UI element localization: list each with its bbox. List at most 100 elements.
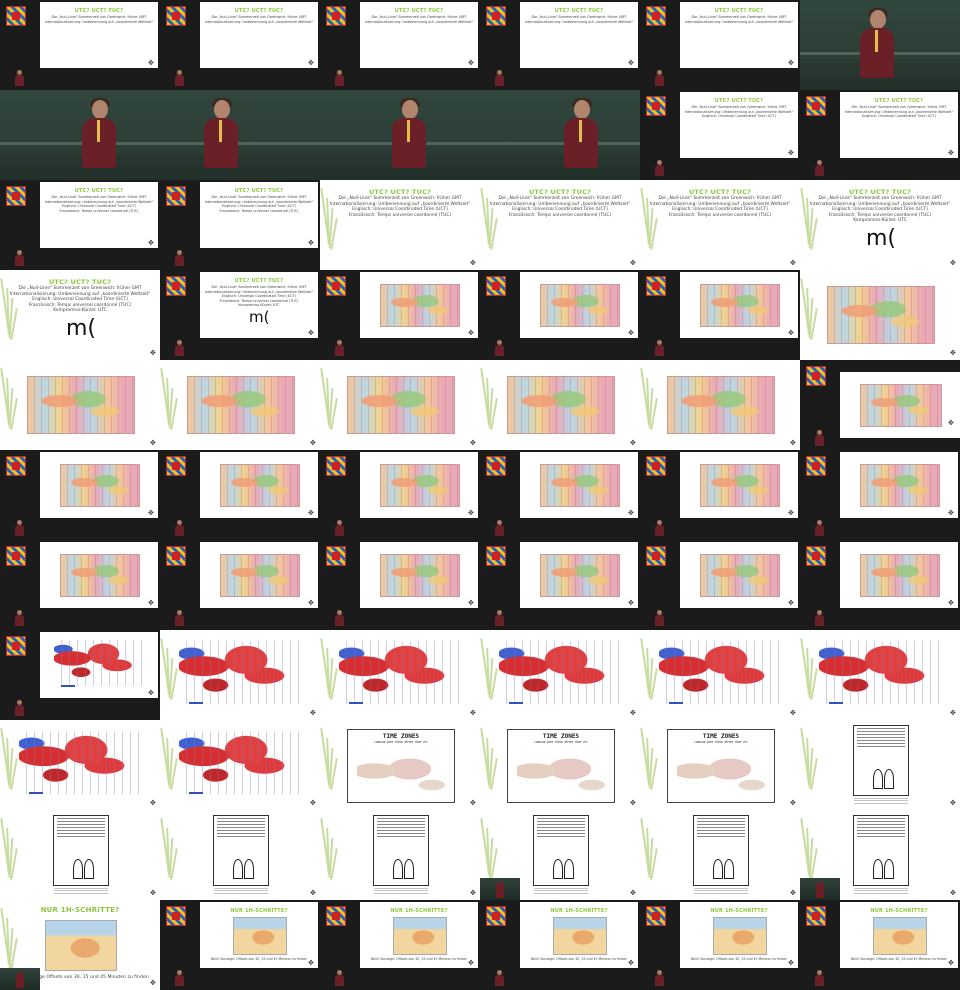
thumbnail-tile[interactable]: ✥ bbox=[480, 450, 640, 540]
thumbnail-tile[interactable]: NUR 1H-SCHRITTE? Nein! Sonstige: Offsets … bbox=[640, 900, 800, 990]
thumbnail-tile[interactable]: ✥ bbox=[640, 270, 800, 360]
university-logo bbox=[806, 906, 826, 926]
slide-area bbox=[0, 720, 160, 810]
thumbnail-tile[interactable]: UTC? UCT? TUC? Die „Null-Linie" Sommerzei… bbox=[160, 0, 320, 90]
slide-area bbox=[840, 372, 960, 438]
move-cursor-icon: ✥ bbox=[950, 889, 956, 897]
slide-area bbox=[480, 360, 640, 450]
move-cursor-icon: ✥ bbox=[470, 259, 476, 267]
thumbnail-tile[interactable]: UTC? UCT? TUC? Die „Null-Linie" Sommerzei… bbox=[160, 180, 320, 270]
move-cursor-icon: ✥ bbox=[310, 889, 316, 897]
thumbnail-tile[interactable]: ✥ bbox=[800, 720, 960, 810]
thumbnail-tile[interactable] bbox=[160, 90, 320, 180]
thumbnail-tile[interactable]: NUR 1H-SCHRITTE? Nein! Sonstige: Offsets … bbox=[320, 900, 480, 990]
thumbnail-tile[interactable]: UTC? UCT? TUC? Die „Null-Linie" Sommerzei… bbox=[640, 90, 800, 180]
thumbnail-tile[interactable]: ✥ bbox=[0, 540, 160, 630]
thumbnail-tile[interactable]: UTC? UCT? TUC? Die „Null-Linie" Sommerzei… bbox=[320, 0, 480, 90]
thumbnail-tile[interactable]: ✥ bbox=[640, 630, 800, 720]
thumbnail-tile[interactable]: ✥ bbox=[800, 810, 960, 900]
thumbnail-tile[interactable]: UTC? UCT? TUC? Die „Null-Linie" Sommerzei… bbox=[320, 180, 480, 270]
thumbnail-tile[interactable]: NUR 1H-SCHRITTE? Nein! Sonstige: Offsets … bbox=[160, 900, 320, 990]
thumbnail-tile[interactable]: ✥ bbox=[320, 450, 480, 540]
thumbnail-tile[interactable]: NUR 1H-SCHRITTE? Nein! Sonstige Offsets v… bbox=[0, 900, 160, 990]
thumbnail-tile[interactable]: UTC? UCT? TUC? Die „Null-Linie" Sommerzei… bbox=[480, 180, 640, 270]
thumbnail-tile[interactable]: ✥ bbox=[800, 630, 960, 720]
thumbnail-tile[interactable]: ✥ bbox=[0, 630, 160, 720]
thumbnail-tile[interactable]: ✥ bbox=[640, 450, 800, 540]
thumbnail-tile[interactable]: UTC? UCT? TUC? Die „Null-Linie" Sommerzei… bbox=[640, 180, 800, 270]
thumbnail-tile[interactable] bbox=[320, 90, 480, 180]
offset-heatmap bbox=[659, 640, 781, 704]
presenter-small bbox=[654, 970, 664, 986]
xkcd-title: TIME ZONES bbox=[382, 733, 420, 740]
thumbnail-tile[interactable] bbox=[480, 90, 640, 180]
move-cursor-icon: ✥ bbox=[630, 799, 636, 807]
thumbnail-tile[interactable]: ✥ bbox=[320, 540, 480, 630]
slide-title: NUR 1H-SCHRITTE? bbox=[710, 908, 768, 914]
offset-map-detail bbox=[873, 916, 927, 955]
thumbnail-tile[interactable] bbox=[0, 90, 160, 180]
thumbnail-tile[interactable]: ✥ bbox=[320, 810, 480, 900]
offset-heatmap bbox=[499, 640, 621, 704]
thumbnail-tile[interactable]: UTC? UCT? TUC? Die „Null-Linie" Sommerzei… bbox=[800, 180, 960, 270]
slide-bullet: Die „Null-Linie" Sommerzeit von Greenwic… bbox=[498, 196, 622, 201]
thumbnail-tile[interactable]: ✥ bbox=[160, 360, 320, 450]
offset-heatmap bbox=[54, 639, 144, 687]
university-logo bbox=[6, 546, 26, 566]
presenter-lanyard bbox=[875, 30, 878, 52]
thumbnail-tile[interactable]: ✥ bbox=[0, 360, 160, 450]
thumbnail-tile[interactable]: ✥ bbox=[800, 360, 960, 450]
slide-title: UTC? UCT? TUC? bbox=[394, 8, 444, 14]
timezone-map bbox=[540, 463, 620, 507]
thumbnail-tile[interactable]: TIME ZONES LABELED WITH THEIR OFFSET FROM… bbox=[640, 720, 800, 810]
thumbnail-tile[interactable]: ✥ bbox=[480, 810, 640, 900]
thumbnail-tile[interactable]: ✥ bbox=[0, 810, 160, 900]
thumbnail-tile[interactable]: TIME ZONES LABELED WITH THEIR OFFSET FROM… bbox=[320, 720, 480, 810]
thumbnail-tile[interactable]: UTC? UCT? TUC? Die „Null-Linie" Sommerzei… bbox=[640, 0, 800, 90]
thumbnail-tile[interactable]: ✥ bbox=[480, 540, 640, 630]
thumbnail-tile[interactable]: ✥ bbox=[320, 630, 480, 720]
thumbnail-tile[interactable]: UTC? UCT? TUC? Die „Null-Linie" Sommerzei… bbox=[480, 0, 640, 90]
stick-figure bbox=[83, 858, 94, 879]
thumbnail-tile[interactable]: ✥ bbox=[160, 810, 320, 900]
slide-area: UTC? UCT? TUC? Die „Null-Linie" Sommerzei… bbox=[200, 272, 318, 338]
thumbnail-tile[interactable]: NUR 1H-SCHRITTE? Nein! Sonstige: Offsets … bbox=[800, 900, 960, 990]
thumbnail-tile[interactable]: UTC? UCT? TUC? Die „Null-Linie" Sommerzei… bbox=[0, 270, 160, 360]
thumbnail-tile[interactable]: ✥ bbox=[320, 270, 480, 360]
thumbnail-tile[interactable]: ✥ bbox=[160, 630, 320, 720]
thumbnail-tile[interactable]: ✥ bbox=[0, 450, 160, 540]
slide-area: UTC? UCT? TUC? Die „Null-Linie" Sommerzei… bbox=[40, 182, 158, 248]
thumbnail-tile[interactable]: UTC? UCT? TUC? Die „Null-Linie" Sommerzei… bbox=[0, 180, 160, 270]
thumbnail-tile[interactable]: ✥ bbox=[800, 540, 960, 630]
thumbnail-tile[interactable]: ✥ bbox=[800, 270, 960, 360]
slide-area: UTC? UCT? TUC? Die „Null-Linie" Sommerzei… bbox=[200, 182, 318, 248]
slide-area: UTC? UCT? TUC? Die „Null-Linie" Sommerzei… bbox=[200, 2, 318, 68]
thumbnail-tile[interactable]: NUR 1H-SCHRITTE? Nein! Sonstige: Offsets … bbox=[480, 900, 640, 990]
thumbnail-tile[interactable] bbox=[800, 0, 960, 90]
thumbnail-tile[interactable]: ✥ bbox=[480, 360, 640, 450]
thumbnail-tile[interactable]: UTC? UCT? TUC? Die „Null-Linie" Sommerzei… bbox=[160, 270, 320, 360]
slide-bullet: Die „Null-Linie" Sommerzeit von Greenwic… bbox=[658, 196, 782, 201]
offset-heatmap bbox=[179, 730, 301, 794]
thumbnail-tile[interactable]: TIME ZONES LABELED WITH THEIR OFFSET FROM… bbox=[480, 720, 640, 810]
thumbnail-tile[interactable]: ✥ bbox=[160, 540, 320, 630]
thumbnail-tile[interactable]: ✥ bbox=[640, 360, 800, 450]
thumbnail-tile[interactable]: ✥ bbox=[320, 360, 480, 450]
thumbnail-tile[interactable]: ✥ bbox=[480, 270, 640, 360]
thumbnail-tile[interactable]: UTC? UCT? TUC? Die „Null-Linie" Sommerzei… bbox=[800, 90, 960, 180]
thumbnail-tile[interactable]: ✥ bbox=[640, 810, 800, 900]
thumbnail-tile[interactable]: ✥ bbox=[800, 450, 960, 540]
slide-caption: Nein! Sonstige: Offsets von 30, 15 und 4… bbox=[850, 956, 948, 961]
university-logo bbox=[806, 366, 826, 386]
thumbnail-tile[interactable]: ✥ bbox=[480, 630, 640, 720]
thumbnail-tile[interactable]: UTC? UCT? TUC? Die „Null-Linie" Sommerzei… bbox=[0, 0, 160, 90]
thumbnail-tile[interactable]: ✥ bbox=[160, 450, 320, 540]
slide-area bbox=[40, 632, 158, 698]
stick-figure bbox=[872, 768, 883, 789]
thumbnail-tile[interactable]: ✥ bbox=[160, 720, 320, 810]
thumbnail-tile[interactable]: ✥ bbox=[0, 720, 160, 810]
thumbnail-tile[interactable]: ✥ bbox=[640, 540, 800, 630]
slide-bullet: Internationalisierung: Umbenennung auf „… bbox=[329, 201, 471, 207]
timezone-map bbox=[347, 376, 455, 434]
